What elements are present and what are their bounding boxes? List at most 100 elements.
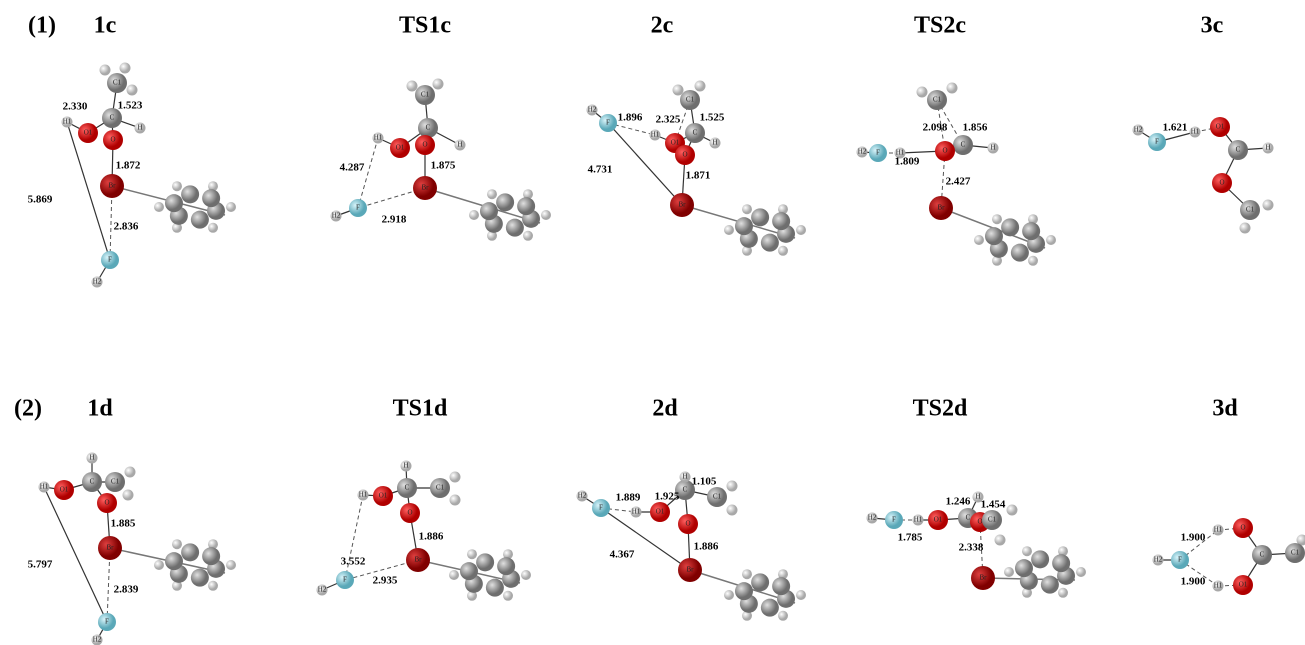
ring-carbon	[460, 562, 478, 580]
hydrogen	[1240, 223, 1251, 234]
ring-hydrogen	[469, 210, 479, 220]
atom-label: O	[104, 499, 109, 507]
hydrogen	[1007, 505, 1018, 516]
atom-label: Br	[107, 544, 115, 552]
atom-label: H1	[40, 483, 49, 491]
hydrogen	[125, 467, 136, 478]
ring-carbon	[165, 552, 183, 570]
distance-label: 1.856	[963, 122, 988, 134]
molecule: H2FH1O1CC1OHBr	[587, 81, 807, 256]
ring-hydrogen	[1076, 567, 1086, 577]
hydrogen	[917, 87, 928, 98]
ring-hydrogen	[208, 581, 218, 591]
hydrogen	[727, 481, 738, 492]
ring-carbon	[772, 212, 790, 230]
ring-hydrogen	[974, 235, 984, 245]
ring-carbon	[1031, 550, 1049, 568]
distance-label: 1.523	[118, 100, 143, 112]
atom-label: F	[343, 576, 347, 584]
figure: (1)C1COO1H1HBrFH21c2.3301.5231.8725.8692…	[0, 0, 1305, 645]
atom-label: H	[457, 141, 462, 149]
structure-title: 2d	[652, 396, 678, 422]
atom-label: H	[990, 144, 995, 152]
distance-label: 1.900	[1181, 576, 1206, 588]
ring-carbon	[191, 569, 209, 587]
ring-carbon	[506, 219, 524, 237]
atom-label: F	[356, 204, 360, 212]
ring-carbon	[496, 193, 514, 211]
distance-label: 4.367	[610, 549, 635, 561]
distance-label: 4.731	[588, 164, 613, 176]
molecule: H1OCC1H1O1FH2	[1153, 518, 1305, 595]
atom-label: H	[712, 139, 717, 147]
atom-label: H2	[1154, 556, 1163, 564]
atom-label: H1	[374, 134, 383, 142]
distance-label: 1.525	[700, 112, 725, 124]
hydrogen	[100, 65, 111, 76]
ring-carbon	[751, 573, 769, 591]
atom-label: C1	[713, 493, 722, 501]
ring-hydrogen	[208, 223, 218, 233]
row-label: (1)	[28, 13, 56, 39]
ring-hydrogen	[226, 202, 236, 212]
bond	[44, 487, 107, 622]
distance-label: 1.886	[694, 541, 719, 553]
atom-label: Br	[109, 182, 117, 190]
atom-label: C	[961, 141, 966, 149]
hydrogen	[123, 490, 134, 501]
atom-label: H	[137, 124, 142, 132]
atom-label: O	[977, 518, 982, 526]
molecule: H2FH1O1CHC1OBr	[577, 472, 807, 621]
structure-title: TS1d	[393, 396, 448, 422]
ring-hydrogen	[724, 225, 734, 235]
atom-label: H2	[588, 106, 597, 114]
structure-title: TS2c	[914, 13, 966, 39]
ring-hydrogen	[1004, 567, 1014, 577]
ring-carbon	[761, 234, 779, 252]
distance-label: 2.098	[923, 122, 948, 134]
row-label: (2)	[14, 396, 42, 422]
atom-label: H2	[93, 636, 102, 644]
atom-label: O1	[60, 486, 69, 494]
ring-hydrogen	[226, 560, 236, 570]
atom-label: C	[966, 514, 971, 522]
atom-label: O1	[1239, 581, 1248, 589]
distance-label: 1.872	[116, 160, 141, 172]
ring-carbon	[772, 577, 790, 595]
hydrogen	[695, 81, 706, 92]
atom-label: C1	[988, 516, 997, 524]
distance-label: 1.871	[686, 170, 711, 182]
distance-label: 1.809	[895, 156, 920, 168]
atom-label: H2	[858, 148, 867, 156]
hydrogen	[995, 535, 1006, 546]
distance-label: 2.338	[959, 542, 984, 554]
atom-label: C	[90, 478, 95, 486]
ring-carbon	[735, 582, 753, 600]
structure-title: 1d	[87, 396, 113, 422]
atom-label: O1	[396, 144, 405, 152]
hydrogen	[727, 505, 738, 516]
ring-carbon	[202, 189, 220, 207]
atom-label: C1	[1246, 206, 1255, 214]
ring-hydrogen	[992, 214, 1002, 224]
atom-label: H1	[1214, 582, 1223, 590]
structure-title: 1c	[94, 13, 117, 39]
distance-label: 1.454	[981, 499, 1006, 511]
ring-hydrogen	[796, 225, 806, 235]
atom-label: O1	[379, 492, 388, 500]
distance-label: 1.925	[655, 491, 680, 503]
ring-carbon	[517, 197, 535, 215]
atom-label: C	[683, 486, 688, 494]
atom-label: C	[110, 114, 115, 122]
atom-label: Br	[422, 184, 430, 192]
ring-carbon	[165, 194, 183, 212]
atom-label: F	[1178, 556, 1182, 564]
hydrogen	[673, 85, 684, 96]
atom-label: F	[606, 119, 610, 127]
atom-label: H1	[651, 131, 660, 139]
distance-label: 4.287	[340, 162, 365, 174]
ring-carbon	[480, 202, 498, 220]
hydrogen	[450, 495, 461, 506]
molecule: C1COH1FH2HBr	[857, 83, 1057, 266]
